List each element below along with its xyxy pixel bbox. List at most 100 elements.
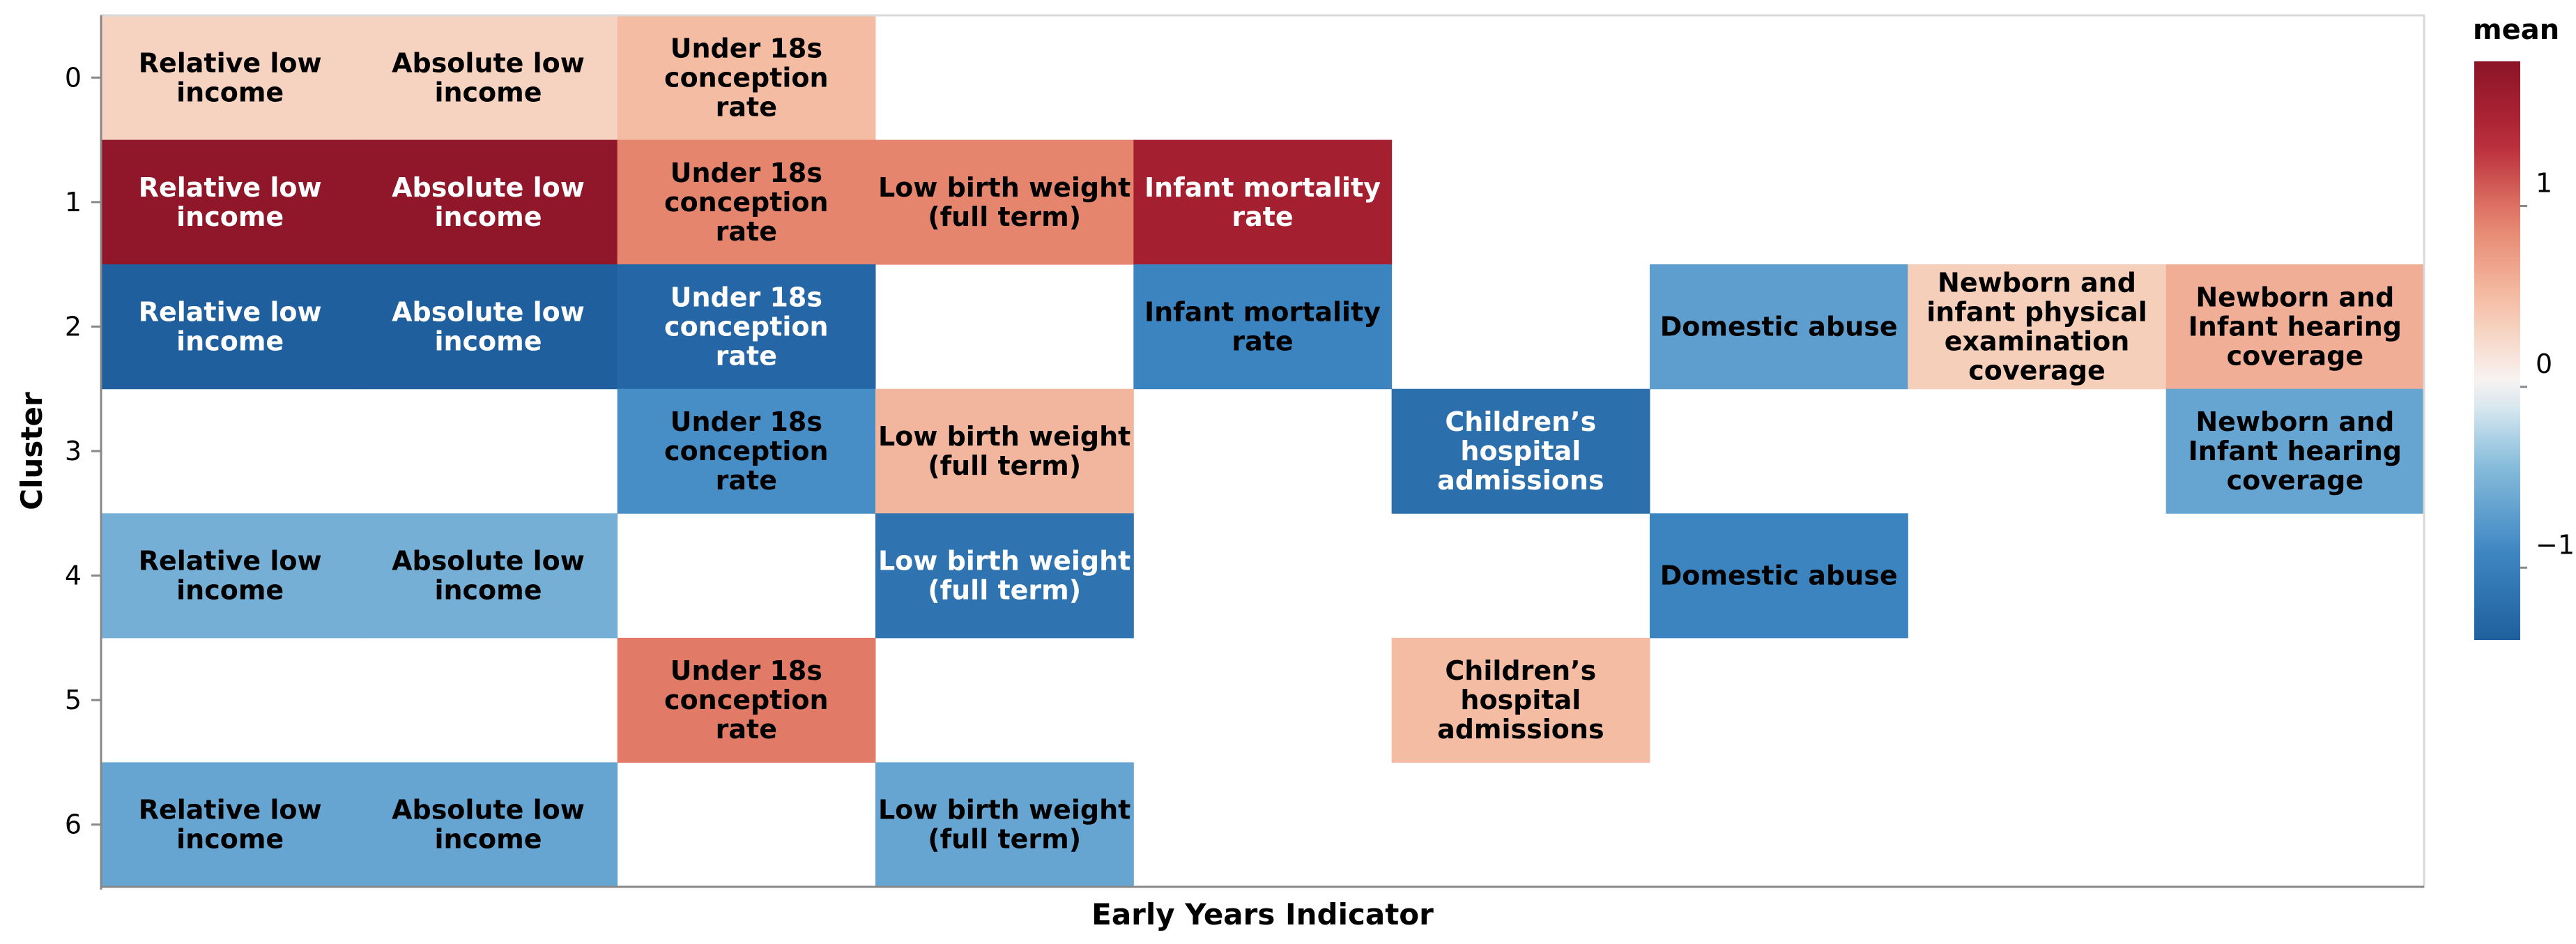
heatmap-cell-rect [875,762,1134,888]
heatmap-cell-label: Absolute low income [392,296,585,356]
y-axis-title: Cluster [15,392,49,510]
heatmap-cell-label: Children’s hospital admissions [1437,655,1604,745]
heatmap-cell-rect [875,139,1134,265]
heatmap-cell: Children’s hospital admissions [1391,388,1650,514]
heatmap-cell: Newborn and Infant hearing coverage [2165,388,2425,514]
heatmap-cell-rect [617,15,876,141]
heatmap-cell: Children’s hospital admissions [1391,637,1650,763]
heatmap-cell-label: Newborn and Infant hearing coverage [2188,282,2402,371]
heatmap-cell-label: Newborn and Infant hearing coverage [2188,406,2402,496]
heatmap-cell: Low birth weight (full term) [875,139,1134,265]
heatmap-cell-label: Domestic abuse [1660,311,1898,342]
heatmap-cell-rect [617,388,876,514]
heatmap-cell: Under 18s conception rate [617,15,876,141]
heatmap-cell-label: Relative low income [139,172,322,232]
heatmap-cell: Newborn and Infant hearing coverage [2165,264,2425,390]
heatmap-cell: Absolute low income [359,15,618,141]
y-tick-label: 2 [65,311,82,342]
heatmap-cell-rect [101,139,360,265]
heatmap-cell-rect [1650,264,1908,390]
heatmap-cell-label: Relative low income [139,546,322,606]
heatmap-cell-label: Absolute low income [392,47,585,107]
heatmap-cell-rect [1133,264,1393,390]
heatmap-cell-label: Infant mortality rate [1144,296,1381,356]
legend-title: mean [2473,14,2559,46]
y-tick-label: 5 [65,685,82,715]
heatmap-cell-rect [101,513,360,639]
heatmap-cell-rect [2165,264,2425,390]
heatmap-cell-label: Absolute low income [392,546,585,606]
heatmap-cell-label: Low birth weight (full term) [878,172,1130,232]
heatmap-cell-rect [359,762,618,888]
heatmap-cell: Under 18s conception rate [617,388,876,514]
heatmap-cell: Newborn and infant physical examination cov… [1908,264,2167,390]
heatmap-cell-rect [2165,388,2425,514]
heatmap-cell: Domestic abuse [1650,264,1908,390]
y-tick-label: 3 [65,436,82,466]
heatmap-cell-rect [359,264,618,390]
heatmap-cell-rect [617,264,876,390]
heatmap-cell: Relative low income [101,15,360,141]
heatmap-cell-label: Infant mortality rate [1144,172,1381,232]
heatmap-cell-rect [1133,139,1393,265]
heatmap-cell-label: Under 18s conception rate [664,406,829,496]
heatmap-cell-label: Domestic abuse [1660,561,1898,591]
legend-tick-label: 1 [2536,168,2552,199]
heatmap-cell-rect [617,637,876,763]
y-tick-label: 4 [65,561,82,591]
y-tick-label: 0 [65,62,82,93]
heatmap-cell: Under 18s conception rate [617,264,876,390]
heatmap-cell: Relative low income [101,762,360,888]
color-legend: 1 0 −1 [2474,61,2575,640]
legend-gradient-bar [2474,61,2520,640]
heatmap-cell-rect [359,15,618,141]
heatmap-cell-rect [1650,513,1908,639]
heatmap-cell-label: Low birth weight (full term) [878,546,1130,606]
heatmap-cell-rect [101,15,360,141]
heatmap-cell-label: Absolute low income [392,172,585,232]
heatmap-cell: Infant mortality rate [1133,139,1393,265]
heatmap-cell-label: Under 18s conception rate [664,655,829,745]
heatmap-cell-label: Under 18s conception rate [664,33,829,122]
heatmap-cell: Low birth weight (full term) [875,513,1134,639]
heatmap-cell: Relative low income [101,264,360,390]
heatmap-cell: Under 18s conception rate [617,139,876,265]
heatmap-cell-label: Relative low income [139,47,322,107]
legend-tick-label: −1 [2536,529,2575,560]
heatmap-cell: Low birth weight (full term) [875,762,1134,888]
heatmap-cell-label: Relative low income [139,296,322,356]
heatmap-cell: Absolute low income [359,139,618,265]
y-tick-label: 6 [65,809,82,840]
heatmap-cell: Low birth weight (full term) [875,388,1134,514]
heatmap-cell: Infant mortality rate [1133,264,1393,390]
heatmap-cell-label: Absolute low income [392,795,585,855]
heatmap-cell-label: Under 18s conception rate [664,282,829,371]
heatmap-cell: Relative low income [101,139,360,265]
legend-tick-label: 0 [2536,349,2552,379]
heatmap-cell-rect [875,513,1134,639]
heatmap-cell-label: Children’s hospital admissions [1437,406,1604,496]
heatmap-cell: Absolute low income [359,264,618,390]
heatmap-cell-rect [1908,264,2167,390]
heatmap-cell: Relative low income [101,513,360,639]
heatmap-cell-label: Low birth weight (full term) [878,421,1130,481]
heatmap-cell-label: Low birth weight (full term) [878,795,1130,855]
heatmap-cell-label: Under 18s conception rate [664,158,829,247]
heatmap-cell-rect [1391,388,1650,514]
heatmap-cell: Domestic abuse [1650,513,1908,639]
heatmap-cell: Absolute low income [359,762,618,888]
heatmap-cell: Absolute low income [359,513,618,639]
heatmap-cell-rect [359,513,618,639]
y-tick-label: 1 [65,187,82,218]
heatmap-cell-rect [101,264,360,390]
heatmap-cell-label: Newborn and infant physical examination cov… [1926,267,2147,386]
heatmap-cell-rect [101,762,360,888]
heatmap-cell: Under 18s conception rate [617,637,876,763]
heatmap-cell-label: Relative low income [139,795,322,855]
y-axis: 0 1 2 3 4 5 6 [65,15,2424,890]
heatmap-cell-rect [359,139,618,265]
heatmap-cells: Relative low income Absolute low income Unde… [101,15,2425,888]
heatmap-cell-rect [617,139,876,265]
heatmap-cell-rect [875,388,1134,514]
